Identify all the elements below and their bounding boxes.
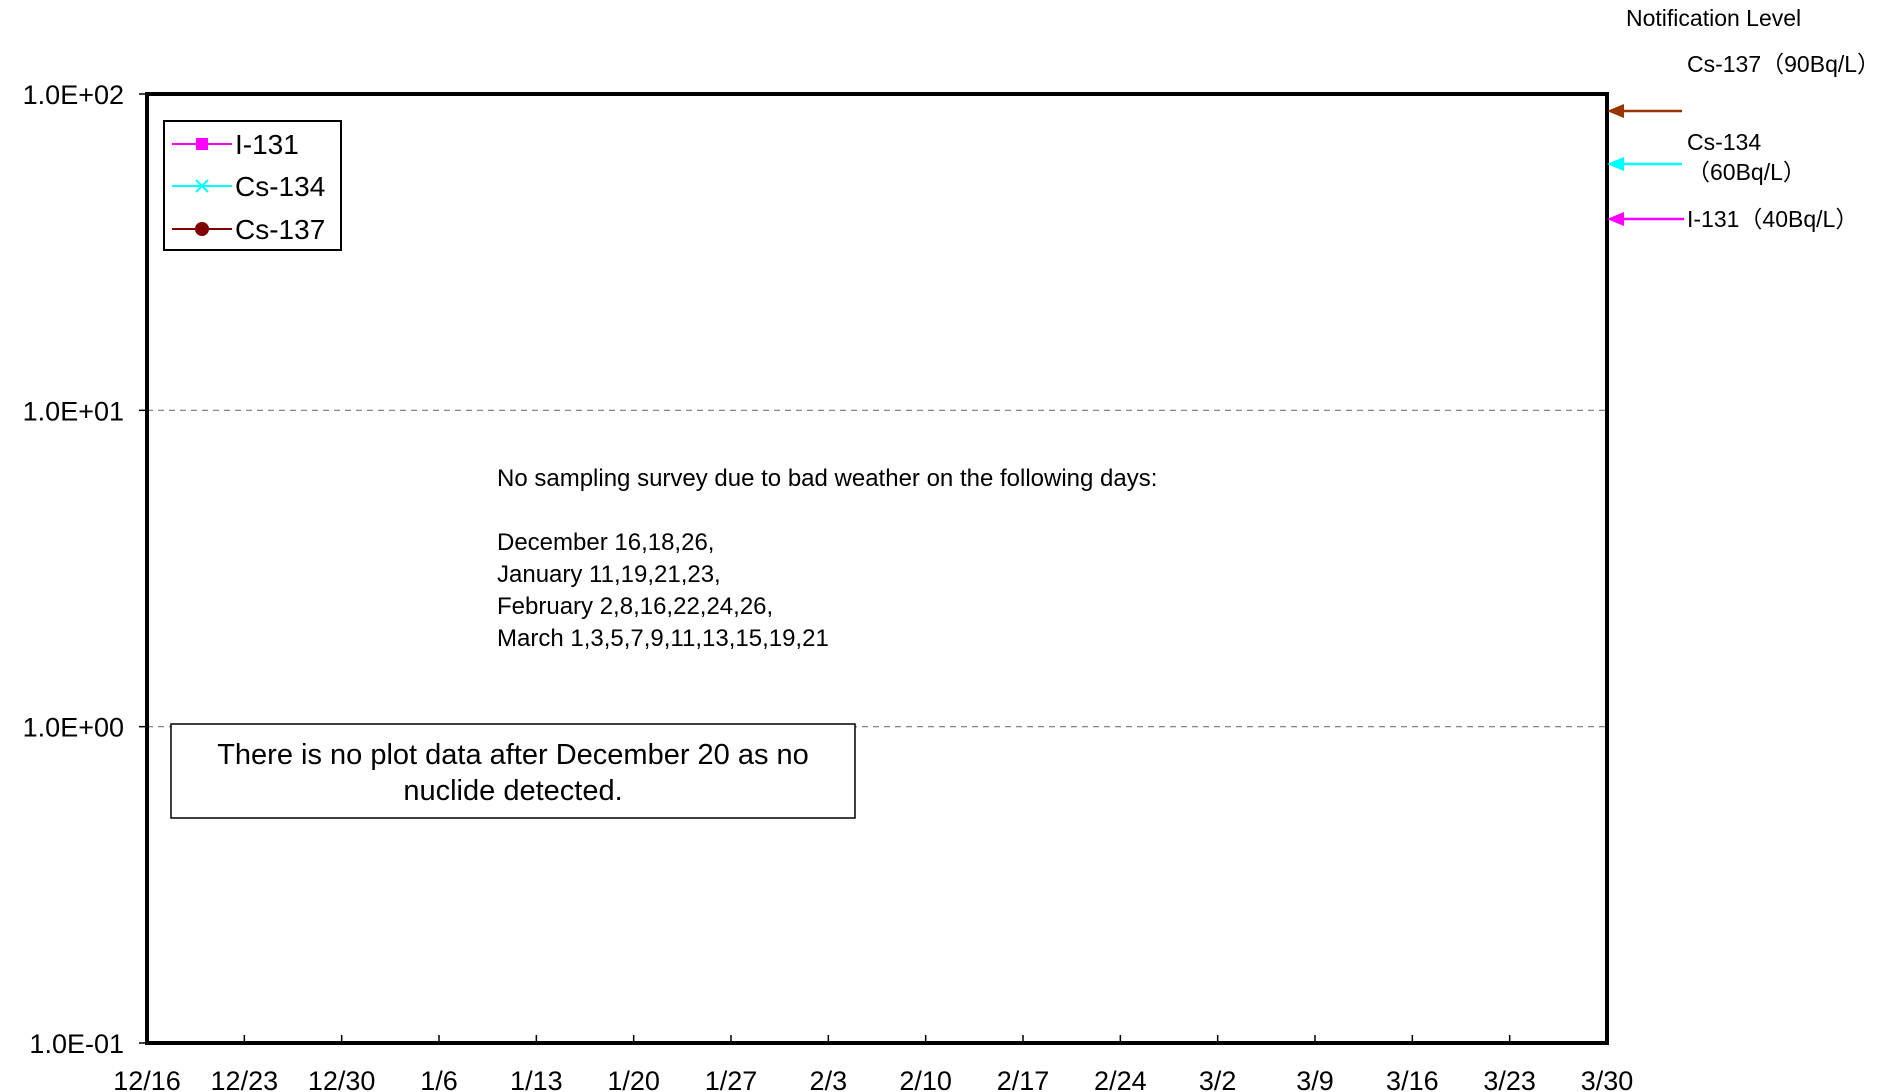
arrow-left-icon (1607, 212, 1684, 226)
weather-note-line: No sampling survey due to bad weather on… (497, 465, 1157, 492)
x-tick-label: 1/20 (607, 1066, 660, 1092)
notification-level-heading: Notification Level (1626, 5, 1801, 31)
x-tick-label: 1/13 (510, 1066, 563, 1092)
legend-entry-i131: I-131 (172, 129, 299, 160)
plot-area-frame (145, 92, 1609, 1045)
arrow-left-icon (1607, 104, 1682, 118)
notif-label-cs134: Cs-134 (1687, 129, 1761, 155)
x-tick-label: 3/9 (1296, 1066, 1334, 1092)
square-marker-icon (196, 138, 208, 150)
weather-note-line: December 16,18,26, (497, 529, 714, 556)
no-data-box-frame (170, 723, 856, 819)
axis-ticks (139, 93, 1608, 1044)
legend-label-i131: I-131 (235, 129, 299, 160)
no-data-annotation-box: There is no plot data after December 20 … (170, 723, 856, 819)
x-tick-label: 2/10 (899, 1066, 952, 1092)
x-tick-label: 12/23 (211, 1066, 279, 1092)
notification-level-panel: Notification Level Cs-137（90Bq/L） Cs-134… (1607, 5, 1880, 232)
y-tick-label: 1.0E+01 (23, 396, 124, 426)
legend: I-131 Cs-134 Cs-137 (163, 120, 342, 251)
y-tick-label: 1.0E+02 (23, 80, 124, 110)
notif-label-cs137: Cs-137（90Bq/L） (1687, 51, 1880, 77)
x-tick-label: 12/30 (308, 1066, 376, 1092)
x-tick-label: 3/2 (1199, 1066, 1237, 1092)
x-tick-label: 3/30 (1581, 1066, 1634, 1092)
no-data-line: nuclide detected. (403, 775, 622, 807)
x-tick-label: 12/16 (113, 1066, 181, 1092)
notif-label-i131: I-131（40Bq/L） (1687, 206, 1858, 232)
x-tick-label: 2/24 (1094, 1066, 1147, 1092)
notif-label-cs134-value: （60Bq/L） (1687, 159, 1806, 185)
legend-label-cs137: Cs-137 (235, 214, 325, 245)
x-tick-label: 1/27 (705, 1066, 758, 1092)
arrow-left-icon (1607, 157, 1682, 171)
y-tick-label: 1.0E-01 (29, 1029, 124, 1059)
grid-lines (147, 409, 1607, 728)
legend-label-cs134: Cs-134 (235, 171, 325, 202)
y-tick-labels: 1.0E-01 1.0E+00 1.0E+01 1.0E+02 (23, 80, 124, 1059)
y-tick-label: 1.0E+00 (23, 713, 124, 743)
x-tick-label: 3/16 (1386, 1066, 1439, 1092)
legend-entry-cs137: Cs-137 (172, 214, 325, 245)
circle-marker-icon (195, 222, 209, 236)
weather-note-line: March 1,3,5,7,9,11,13,15,19,21 (497, 625, 829, 652)
x-tick-label: 3/23 (1483, 1066, 1536, 1092)
legend-entry-cs134: Cs-134 (172, 171, 325, 202)
x-marker-icon (195, 179, 209, 193)
x-tick-label: 1/6 (420, 1066, 458, 1092)
x-tick-labels: 12/16 12/23 12/30 1/6 1/13 1/20 1/27 2/3 2/10 2/1… (113, 1066, 1633, 1092)
weather-note-line: February 2,8,16,22,24,26, (497, 593, 773, 620)
x-tick-label: 2/17 (997, 1066, 1050, 1092)
x-tick-label: 2/3 (810, 1066, 848, 1092)
no-data-line: There is no plot data after December 20 … (217, 739, 809, 771)
weather-note-line: January 11,19,21,23, (497, 561, 721, 588)
weather-note: No sampling survey due to bad weather on… (497, 465, 1157, 652)
